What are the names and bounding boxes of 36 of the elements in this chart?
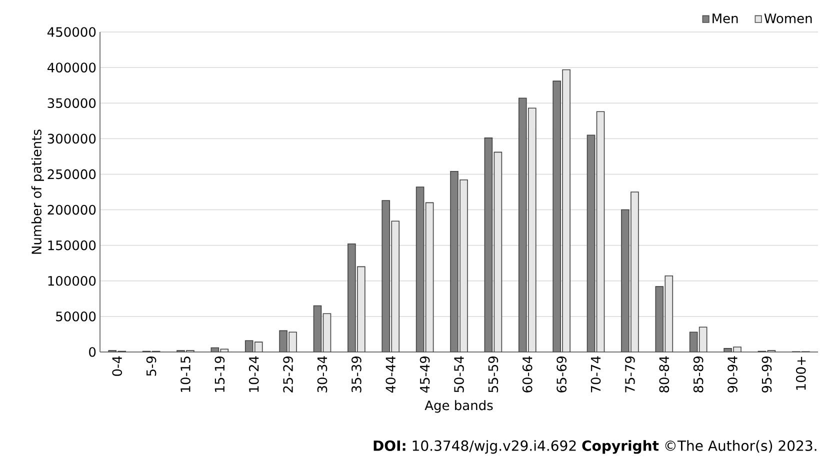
- x-tick-label: 70-74: [590, 356, 601, 392]
- y-tick-label: 250000: [48, 169, 96, 180]
- x-tick-label: 35-39: [352, 356, 362, 392]
- y-tick-label: 0: [89, 347, 96, 357]
- x-tick-label: 100+: [796, 356, 806, 390]
- y-tick-label: 150000: [48, 240, 96, 250]
- x-tick-label: 10-15: [180, 356, 190, 392]
- x-tick-label: 0-4: [112, 356, 122, 376]
- x-tick-label: 85-89: [693, 356, 704, 392]
- legend-label: Women: [764, 14, 812, 24]
- y-tick-label: 100000: [48, 276, 96, 286]
- y-tick-label: 50000: [56, 312, 96, 322]
- x-tick-label: 55-59: [488, 356, 498, 392]
- x-tick-label: 80-84: [659, 356, 670, 392]
- x-tick-label: 60-64: [522, 356, 532, 392]
- x-tick-label: 50-54: [454, 356, 464, 392]
- text: DOI: 10.3748/wjg.v29.i4.692 Copyright ©The Author(s) 2023.: [374, 440, 816, 454]
- legend-label: Men: [712, 14, 738, 24]
- x-tick-label: 10-24: [248, 356, 259, 392]
- x-tick-label: 75-79: [625, 356, 635, 392]
- x-axis-title: Age bands: [424, 400, 493, 413]
- x-tick-label: 40-44: [386, 356, 396, 393]
- x-tick-label: 30-34: [317, 356, 328, 392]
- y-axis-title: Number of patients: [31, 130, 44, 254]
- x-tick-label: 15-19: [214, 356, 225, 392]
- y-tick-label: 350000: [48, 98, 96, 108]
- x-tick-label: 25-29: [283, 356, 293, 392]
- x-tick-label: 5-9: [146, 356, 156, 376]
- y-tick-label: 300000: [48, 134, 96, 144]
- x-tick-label: 95-99: [762, 356, 772, 392]
- y-tick-label: 400000: [47, 62, 96, 72]
- x-tick-label: 90-94: [728, 356, 738, 392]
- y-tick-label: 450000: [47, 27, 96, 37]
- x-tick-label: 65-69: [556, 356, 566, 392]
- x-tick-label: 45-49: [420, 356, 430, 393]
- y-tick-label: 200000: [48, 204, 96, 215]
